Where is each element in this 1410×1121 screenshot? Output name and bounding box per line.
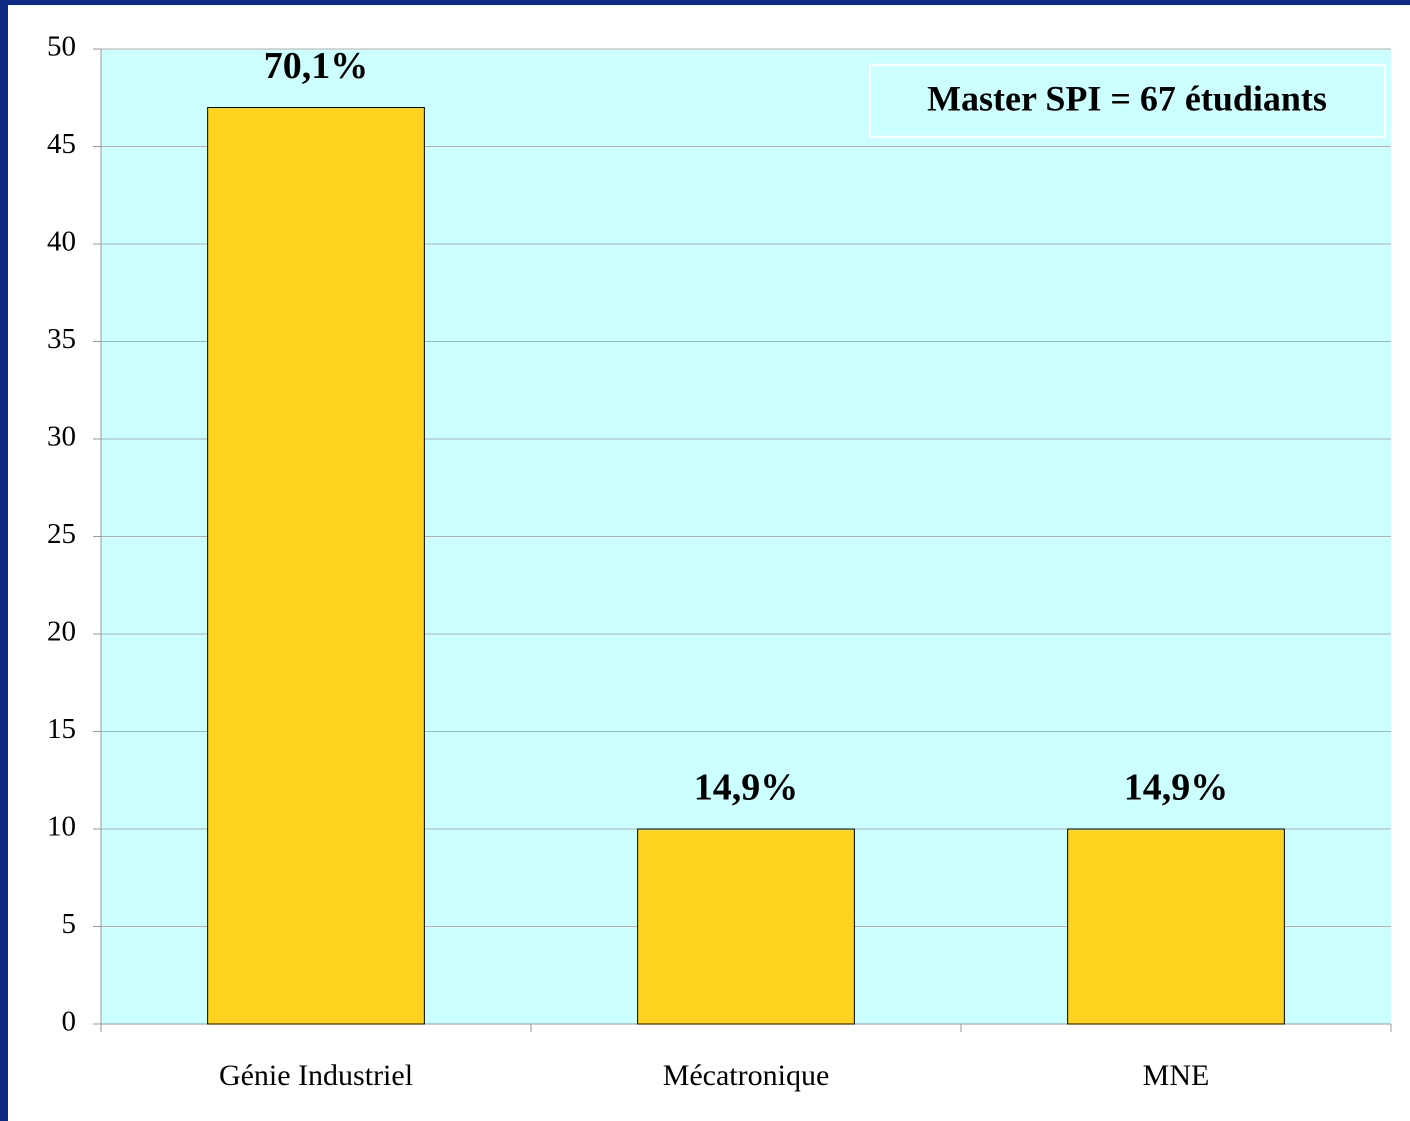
y-tick-label: 20 xyxy=(47,616,76,648)
y-tick-label: 0 xyxy=(62,1006,77,1038)
annotation: Master SPI = 67 étudiants xyxy=(927,78,1327,118)
x-tick-label: Mécatronique xyxy=(663,1059,830,1092)
y-tick-label: 40 xyxy=(47,226,76,258)
x-tick-label: Génie Industriel xyxy=(219,1059,413,1092)
x-tick-label: MNE xyxy=(1143,1059,1210,1092)
y-tick-label: 25 xyxy=(47,518,76,550)
bar xyxy=(1067,828,1285,1025)
bar-label: 14,9% xyxy=(694,767,799,809)
bar-label: 14,9% xyxy=(1124,767,1229,809)
annotation-box xyxy=(869,64,1386,138)
y-tick-label: 35 xyxy=(47,323,76,355)
bar-label: 70,1% xyxy=(264,45,369,87)
bar xyxy=(637,828,855,1025)
y-tick-label: 10 xyxy=(47,811,76,843)
y-tick-label: 50 xyxy=(47,31,76,63)
y-tick-label: 15 xyxy=(47,713,76,745)
y-tick-label: 5 xyxy=(62,908,77,940)
y-tick-label: 30 xyxy=(47,421,76,453)
bar xyxy=(207,107,425,1025)
y-tick-label: 45 xyxy=(47,128,76,160)
